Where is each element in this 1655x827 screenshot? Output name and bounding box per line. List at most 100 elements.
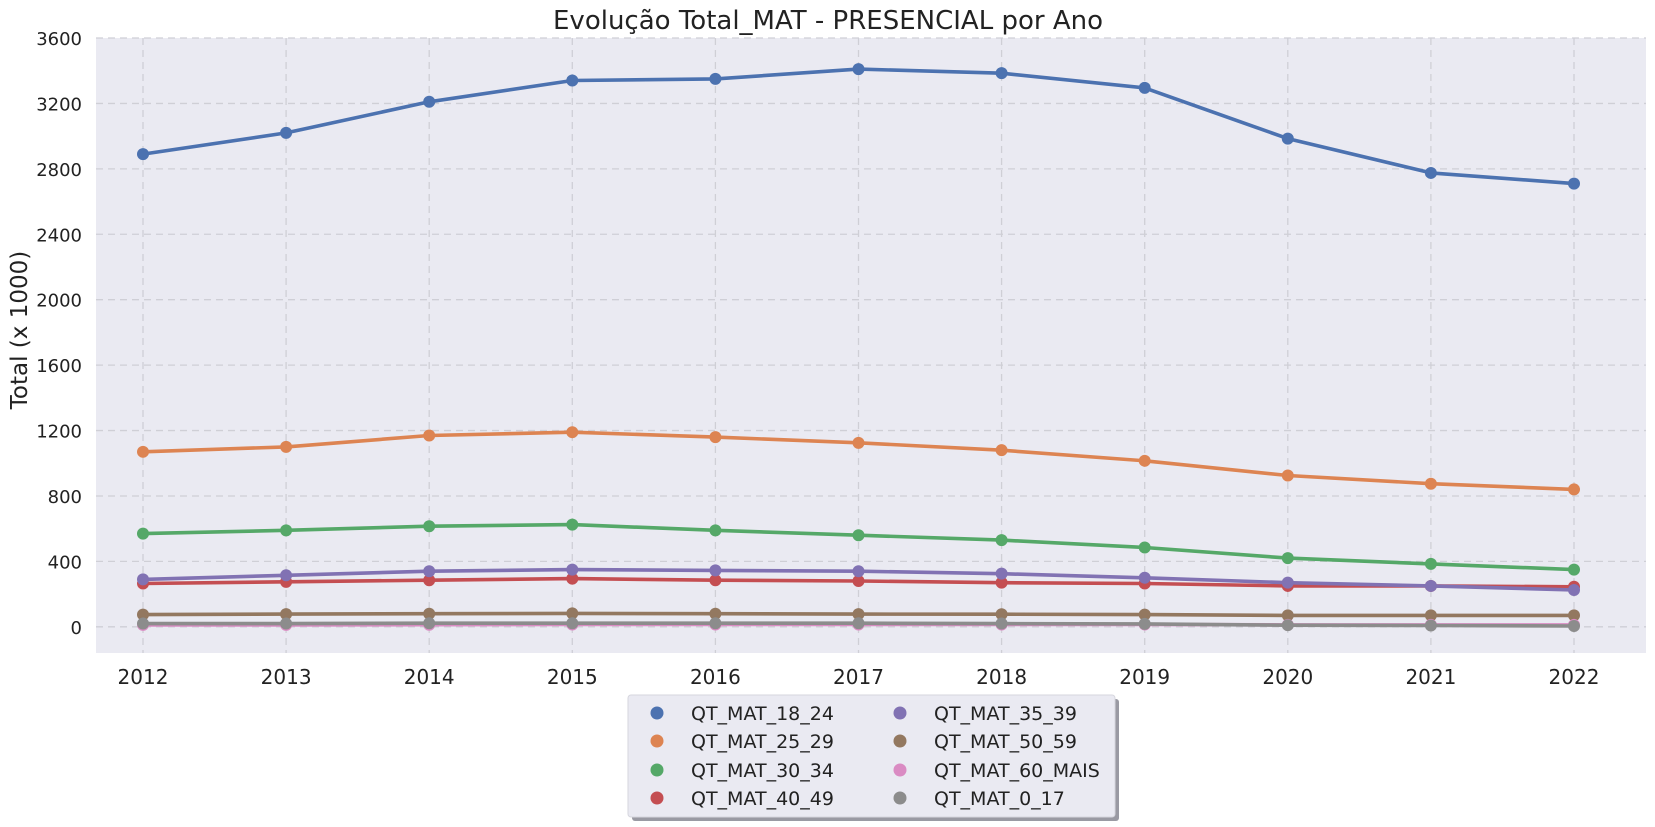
x-tick-label: 2012 [118, 665, 169, 689]
x-tick-label: 2015 [547, 665, 598, 689]
y-tick-label: 2400 [36, 225, 82, 246]
data-point [566, 617, 579, 630]
legend-label: QT_MAT_18_24 [691, 703, 834, 725]
data-point [566, 518, 579, 531]
data-point [852, 436, 865, 449]
data-point [1138, 617, 1151, 630]
y-tick-label: 1600 [36, 356, 82, 377]
legend-label: QT_MAT_25_29 [691, 731, 834, 753]
x-tick-label: 2016 [690, 665, 741, 689]
legend-label: QT_MAT_0_17 [934, 788, 1065, 810]
data-point [423, 607, 436, 620]
data-point [423, 565, 436, 578]
data-point [709, 564, 722, 577]
data-point [137, 148, 149, 161]
legend-item: QT_MAT_40_49 [650, 788, 834, 810]
data-point [852, 529, 865, 542]
data-point [566, 426, 579, 439]
data-point [1281, 609, 1294, 622]
data-point [566, 74, 579, 87]
y-tick-label: 3600 [36, 29, 82, 50]
series-QT_MAT_0_17 [137, 617, 1580, 633]
data-point [1424, 477, 1437, 490]
data-point [137, 617, 149, 630]
legend-item: QT_MAT_25_29 [650, 731, 834, 753]
data-point [852, 575, 865, 588]
y-tick-label: 800 [48, 487, 82, 508]
data-point [709, 607, 722, 620]
data-point [280, 524, 293, 537]
data-point [423, 574, 436, 587]
data-point [1138, 608, 1151, 621]
data-point [1138, 571, 1151, 584]
series-QT_MAT_18_24 [137, 63, 1580, 190]
legend-item: QT_MAT_18_24 [650, 703, 834, 725]
data-point [137, 573, 149, 586]
legend-box [627, 694, 1116, 818]
data-point [280, 608, 293, 621]
data-point [1424, 609, 1437, 622]
plot-area [96, 38, 1646, 653]
data-point [566, 607, 579, 620]
data-point [1568, 609, 1580, 622]
legend-marker [650, 763, 664, 777]
data-point [852, 63, 865, 76]
data-point [709, 617, 722, 630]
data-point [1568, 177, 1580, 190]
data-point [1568, 584, 1580, 597]
y-tick-label: 2800 [36, 160, 82, 181]
data-point [709, 574, 722, 587]
x-tick-label: 2013 [261, 665, 312, 689]
data-point [1424, 557, 1437, 570]
data-point [280, 126, 293, 139]
data-point [1281, 552, 1294, 565]
data-point [137, 608, 149, 621]
x-tick-label: 2020 [1262, 665, 1313, 689]
legend-item: QT_MAT_60_MAIS [893, 760, 1100, 782]
legend-marker [893, 763, 907, 777]
legend-marker [893, 734, 907, 748]
data-point [995, 617, 1008, 630]
data-point [1424, 166, 1437, 179]
data-point [1281, 132, 1294, 145]
data-point [1138, 81, 1151, 94]
data-point [995, 444, 1008, 457]
data-point [1568, 620, 1580, 633]
legend-label: QT_MAT_30_34 [691, 760, 834, 782]
legend-label: QT_MAT_50_59 [934, 731, 1077, 753]
data-point [1424, 619, 1437, 632]
data-point [137, 445, 149, 458]
legend-marker [893, 791, 907, 805]
x-tick-label: 2018 [976, 665, 1027, 689]
data-point [995, 576, 1008, 589]
series-QT_MAT_30_34 [137, 518, 1580, 576]
x-tick-label: 2019 [1119, 665, 1170, 689]
data-point [1568, 563, 1580, 576]
data-point [1138, 541, 1151, 554]
data-point [137, 527, 149, 540]
data-point [423, 520, 436, 533]
y-tick-label: 3200 [36, 94, 82, 115]
data-point [280, 440, 293, 453]
y-tick-label: 2000 [36, 291, 82, 312]
legend-label: QT_MAT_40_49 [691, 788, 834, 810]
y-tick-label: 0 [71, 618, 82, 639]
data-point [1281, 619, 1294, 632]
y-axis-label: Total (x 1000) [7, 251, 33, 410]
data-point [1281, 469, 1294, 482]
series-QT_MAT_25_29 [137, 426, 1580, 496]
data-point [423, 95, 436, 108]
x-tick-label: 2021 [1405, 665, 1456, 689]
legend-item: QT_MAT_50_59 [893, 731, 1077, 753]
series-QT_MAT_50_59 [137, 607, 1580, 622]
legend-label: QT_MAT_35_39 [934, 703, 1077, 725]
data-point [423, 617, 436, 630]
legend-item: QT_MAT_35_39 [893, 703, 1077, 725]
data-point [709, 72, 722, 85]
x-tick-label: 2014 [404, 665, 455, 689]
x-tick-label: 2022 [1549, 665, 1600, 689]
series-QT_MAT_35_39 [137, 563, 1580, 597]
data-point [995, 534, 1008, 547]
data-point [566, 572, 579, 585]
